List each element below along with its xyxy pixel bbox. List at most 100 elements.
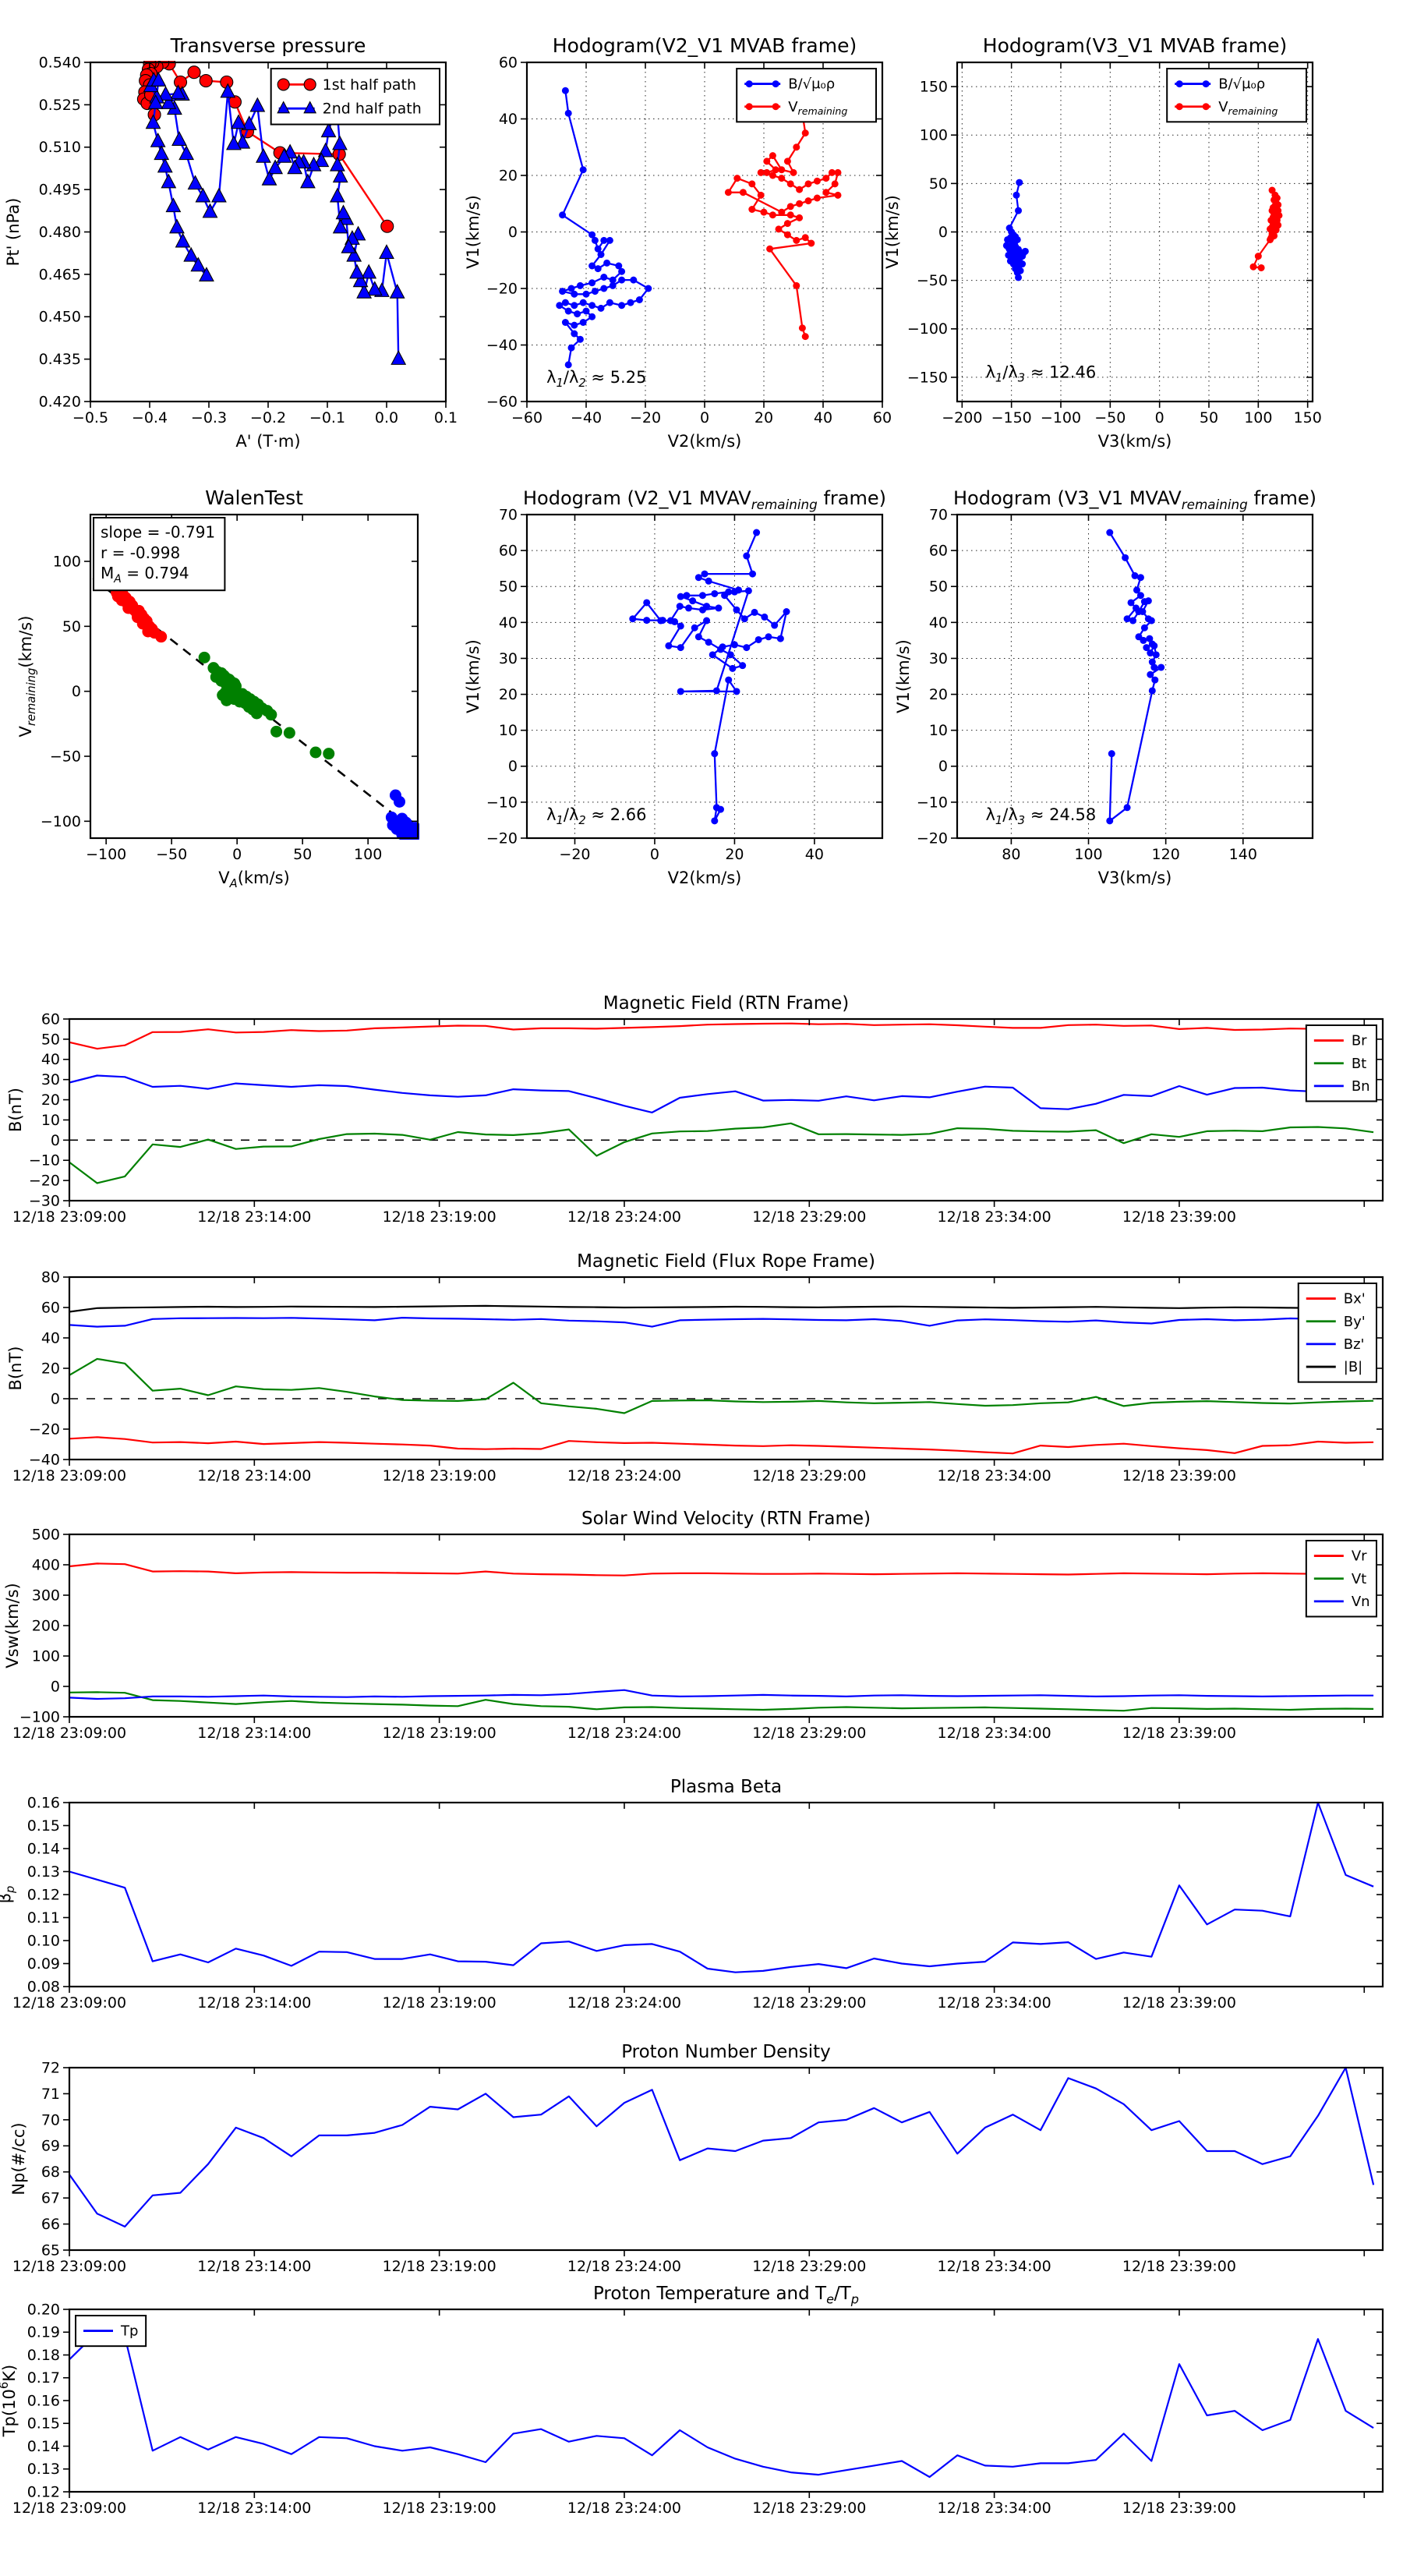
svg-text:60: 60 xyxy=(499,54,518,71)
svg-text:−30: −30 xyxy=(29,1192,60,1209)
svg-text:0: 0 xyxy=(51,1678,60,1695)
svg-text:0.435: 0.435 xyxy=(39,351,81,368)
svg-text:−40: −40 xyxy=(571,409,602,426)
svg-text:200: 200 xyxy=(32,1617,60,1634)
svg-text:0.11: 0.11 xyxy=(27,1909,60,1927)
svg-text:12/18 23:39:00: 12/18 23:39:00 xyxy=(1122,1467,1236,1484)
annotation-text: λ1/λ2 ≈ 2.66 xyxy=(546,805,646,827)
chart-title: WalenTest xyxy=(205,487,303,509)
series-layer xyxy=(92,577,419,840)
svg-text:0: 0 xyxy=(508,224,518,241)
x-axis-label: A' (T·m) xyxy=(235,432,300,451)
legend-box xyxy=(270,68,440,126)
svg-text:−100: −100 xyxy=(907,320,948,338)
svg-text:0: 0 xyxy=(1155,409,1164,426)
svg-text:40: 40 xyxy=(929,614,948,632)
svg-text:−20: −20 xyxy=(29,1173,60,1190)
legend-label: Vremaining xyxy=(1218,99,1278,117)
svg-text:12/18 23:09:00: 12/18 23:09:00 xyxy=(12,1467,126,1484)
svg-text:12/18 23:19:00: 12/18 23:19:00 xyxy=(383,2258,497,2275)
series-layer xyxy=(556,87,842,369)
chart-title: Plasma Beta xyxy=(670,1777,782,1797)
y-axis-label: Np(#/cc) xyxy=(9,2122,28,2195)
legend-box xyxy=(736,68,878,123)
svg-text:0.10: 0.10 xyxy=(27,1932,60,1949)
svg-text:−40: −40 xyxy=(486,337,518,354)
svg-text:−200: −200 xyxy=(942,409,982,426)
legend-label: Bx' xyxy=(1344,1291,1366,1307)
svg-text:50: 50 xyxy=(41,1031,60,1048)
svg-text:12/18 23:14:00: 12/18 23:14:00 xyxy=(197,1725,311,1742)
svg-text:MA = 0.794: MA = 0.794 xyxy=(101,564,189,586)
svg-text:0: 0 xyxy=(51,1132,60,1149)
svg-text:40: 40 xyxy=(814,409,832,426)
svg-text:10: 10 xyxy=(41,1112,60,1129)
svg-text:0.12: 0.12 xyxy=(27,2483,60,2500)
svg-text:0.0: 0.0 xyxy=(375,409,398,426)
svg-text:12/18 23:09:00: 12/18 23:09:00 xyxy=(12,1725,126,1742)
svg-text:65: 65 xyxy=(41,2242,60,2259)
chart-proton-number-density: 12/18 23:09:00 12/18 23:14:00 12/18 23:19:… xyxy=(9,2042,1384,2275)
series-layer xyxy=(629,529,790,825)
legend-box xyxy=(1297,1283,1378,1383)
svg-text:0.17: 0.17 xyxy=(27,2369,60,2387)
svg-text:20: 20 xyxy=(929,686,948,703)
svg-text:50: 50 xyxy=(1200,409,1218,426)
chart-title: Transverse pressure xyxy=(170,34,366,57)
y-axis-label: βp xyxy=(0,1886,17,1904)
svg-text:150: 150 xyxy=(1294,409,1322,426)
svg-text:12/18 23:24:00: 12/18 23:24:00 xyxy=(567,1467,681,1484)
svg-text:12/18 23:24:00: 12/18 23:24:00 xyxy=(567,2500,681,2517)
svg-text:0.16: 0.16 xyxy=(27,2392,60,2409)
series-layer xyxy=(69,2331,1374,2479)
legend-label: Tp xyxy=(120,2323,138,2340)
legend-box xyxy=(1166,68,1307,123)
series-layer xyxy=(69,2066,1375,2227)
x-axis-label: VA(km/s) xyxy=(218,869,289,890)
svg-text:−20: −20 xyxy=(559,846,590,863)
svg-text:12/18 23:39:00: 12/18 23:39:00 xyxy=(1122,1994,1236,2012)
chart-title: Hodogram(V3_V1 MVAB frame) xyxy=(983,34,1287,57)
svg-text:40: 40 xyxy=(499,111,518,128)
chart-title: Solar Wind Velocity (RTN Frame) xyxy=(581,1509,871,1529)
legend-label: Bz' xyxy=(1344,1336,1365,1353)
svg-text:−100: −100 xyxy=(1041,409,1081,426)
series-layer xyxy=(1106,529,1165,825)
svg-text:40: 40 xyxy=(41,1051,60,1068)
svg-text:12/18 23:14:00: 12/18 23:14:00 xyxy=(197,1994,311,2012)
svg-text:20: 20 xyxy=(41,1360,60,1377)
svg-text:0.16: 0.16 xyxy=(27,1794,60,1811)
svg-text:0.420: 0.420 xyxy=(39,393,81,410)
y-axis-label: Vremaining(km/s) xyxy=(16,616,38,738)
svg-text:50: 50 xyxy=(293,846,312,863)
chart-magnetic-field-rtn: 12/18 23:09:00 12/18 23:14:00 12/18 23:19:… xyxy=(6,993,1384,1226)
svg-text:0.480: 0.480 xyxy=(39,224,81,241)
legend-label: Br xyxy=(1352,1033,1367,1049)
chart-title: Hodogram (V3_V1 MVAVremaining frame) xyxy=(953,487,1316,512)
svg-text:12/18 23:19:00: 12/18 23:19:00 xyxy=(383,1994,497,2012)
svg-text:12/18 23:14:00: 12/18 23:14:00 xyxy=(197,1208,311,1226)
chart-magnetic-field-flux-rope: 12/18 23:09:00 12/18 23:14:00 12/18 23:19:… xyxy=(6,1251,1384,1484)
svg-text:12/18 23:34:00: 12/18 23:34:00 xyxy=(938,1994,1051,2012)
svg-text:12/18 23:29:00: 12/18 23:29:00 xyxy=(752,1725,866,1742)
svg-text:150: 150 xyxy=(920,79,948,96)
svg-text:70: 70 xyxy=(499,506,518,523)
svg-text:12/18 23:14:00: 12/18 23:14:00 xyxy=(197,2500,311,2517)
chart-title: Proton Number Density xyxy=(621,2042,831,2062)
svg-text:12/18 23:29:00: 12/18 23:29:00 xyxy=(752,1208,866,1226)
svg-text:12/18 23:29:00: 12/18 23:29:00 xyxy=(752,2500,866,2517)
svg-text:50: 50 xyxy=(62,618,81,635)
svg-text:120: 120 xyxy=(1152,846,1180,863)
x-axis-label: V3(km/s) xyxy=(1098,869,1172,887)
y-axis-label: Tp(106K) xyxy=(0,2365,19,2437)
svg-text:−50: −50 xyxy=(50,748,81,765)
svg-text:−50: −50 xyxy=(156,846,187,863)
chart-hodogram-v3v1-mvab: −200 −150 −100 −50 0 50 100 150 −150 −100 −50 0 50 10… xyxy=(883,34,1322,451)
chart-walen-test: −100 −50 0 50 100 −100 −50 0 50 100 WalenTest VA(km… xyxy=(16,487,419,890)
svg-text:20: 20 xyxy=(725,846,744,863)
svg-text:0.12: 0.12 xyxy=(27,1886,60,1903)
svg-text:−10: −10 xyxy=(486,794,518,811)
legend-label: Bn xyxy=(1352,1078,1370,1095)
svg-text:−0.5: −0.5 xyxy=(72,409,108,426)
svg-text:10: 10 xyxy=(499,722,518,739)
